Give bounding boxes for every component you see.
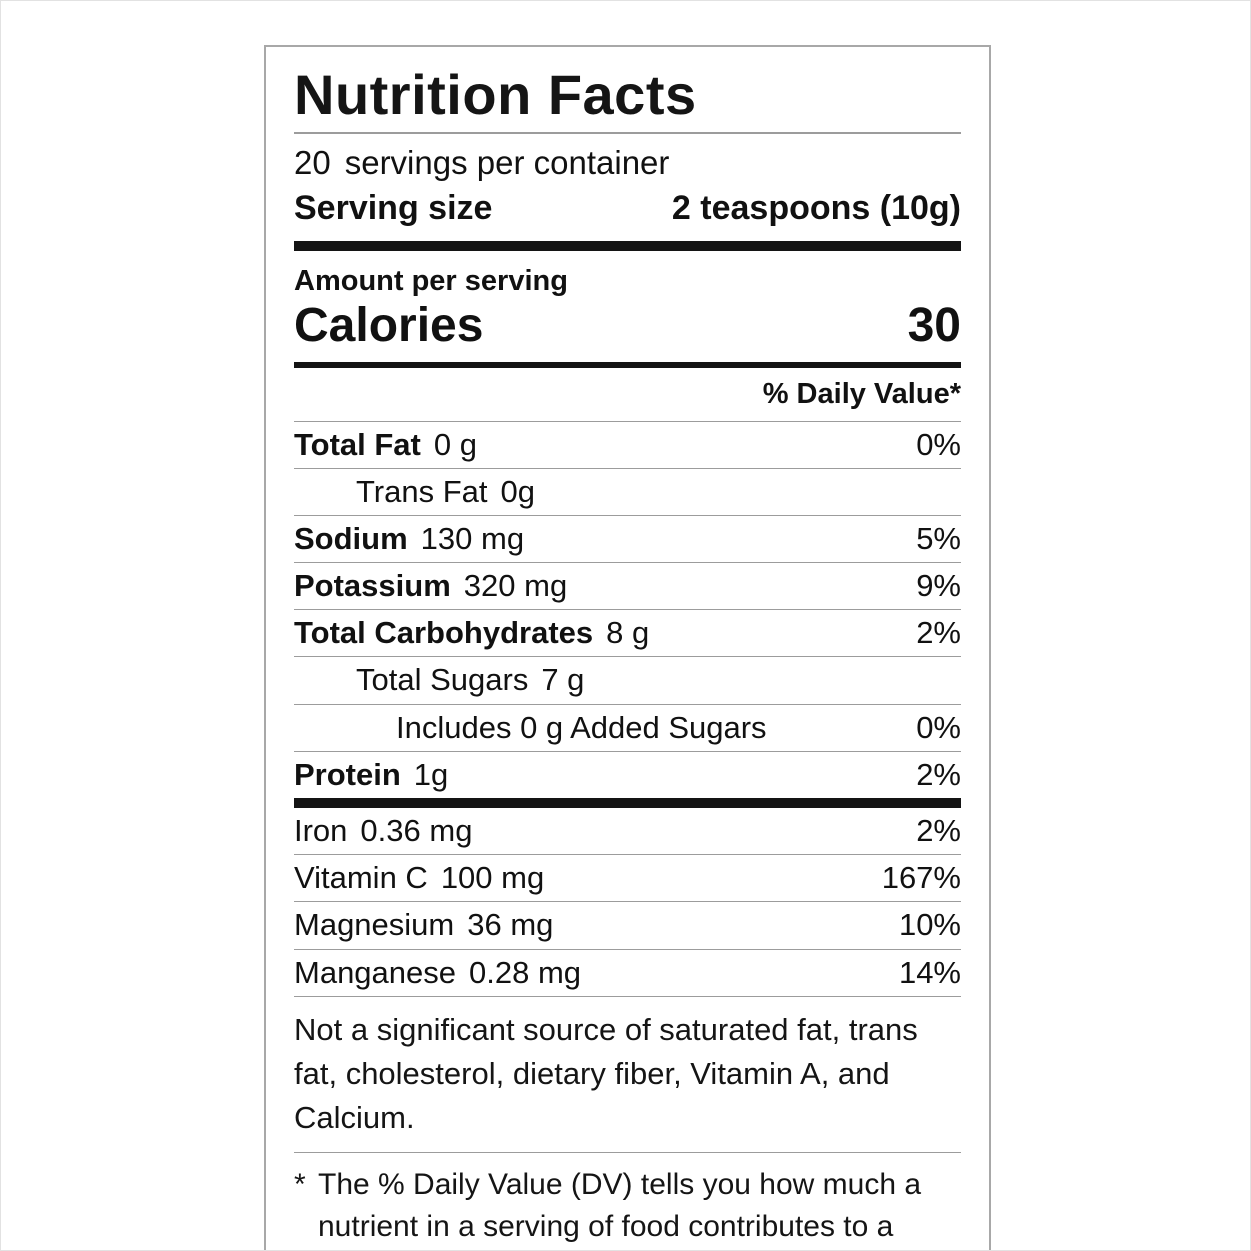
thick-divider-protein	[294, 798, 961, 809]
nutrient-dv: 10%	[898, 907, 961, 943]
thick-divider-top	[294, 241, 961, 252]
nutrient-row-total-carbohydrates: Total Carbohydrates 8 g 2%	[294, 610, 961, 658]
serving-size-row: Serving size 2 teaspoons (10g)	[294, 184, 961, 242]
nutrient-name: Total Fat	[294, 426, 421, 462]
nutrient-dv: 2%	[916, 615, 961, 651]
nutrient-amount: 0.28 mg	[469, 954, 582, 990]
daily-value-footnote: * The % Daily Value (DV) tells you how m…	[294, 1153, 961, 1250]
not-significant-note: Not a significant source of saturated fa…	[294, 997, 961, 1153]
servings-text: servings per container	[344, 144, 670, 182]
nutrient-name: Total Sugars	[356, 662, 529, 698]
nutrient-dv: 2%	[916, 756, 961, 792]
nutrient-dv: 2%	[916, 813, 961, 849]
nutrient-row-sodium: Sodium 130 mg 5%	[294, 516, 961, 564]
nutrient-row-total-sugars: Total Sugars 7 g	[294, 657, 961, 705]
nutrient-amount: 8 g	[606, 615, 650, 651]
serving-size-label: Serving size	[294, 188, 493, 227]
nutrient-name: Sodium	[294, 520, 408, 556]
micronutrient-row-iron: Iron 0.36 mg 2%	[294, 808, 961, 856]
nutrient-amount: 100 mg	[440, 860, 545, 896]
micronutrient-row-manganese: Manganese 0.28 mg 14%	[294, 950, 961, 997]
nutrient-dv: 0%	[916, 709, 961, 745]
nutrient-amount: 36 mg	[467, 907, 554, 943]
nutrient-name: Includes 0 g Added Sugars	[396, 709, 767, 745]
footnote-text: The % Daily Value (DV) tells you how muc…	[318, 1167, 922, 1244]
footnote-marker: *	[294, 1167, 306, 1201]
nutrient-row-potassium: Potassium 320 mg 9%	[294, 563, 961, 611]
nutrient-name: Iron	[294, 813, 348, 849]
nutrient-name: Manganese	[294, 954, 457, 990]
nutrient-dv: 0%	[916, 426, 961, 462]
nutrient-amount: 320 mg	[463, 568, 568, 604]
micronutrient-row-magnesium: Magnesium 36 mg 10%	[294, 902, 961, 950]
nutrient-dv: 5%	[916, 520, 961, 556]
servings-count: 20	[294, 144, 331, 182]
nutrition-facts-label: Nutrition Facts 20 servings per container…	[264, 45, 991, 1250]
calories-label: Calories	[294, 298, 484, 352]
calories-row: Calories 30	[294, 299, 961, 362]
servings-per-container: 20 servings per container	[294, 134, 961, 183]
nutrient-dv: 14%	[898, 954, 961, 990]
amount-per-serving-label: Amount per serving	[294, 265, 568, 298]
nutrient-dv: 167%	[881, 860, 961, 896]
nutrient-amount: 0 g	[433, 426, 477, 462]
calories-value: 30	[907, 298, 961, 352]
nutrient-amount: 0g	[500, 473, 535, 509]
nutrient-amount: 0.36 mg	[360, 813, 473, 849]
medium-divider-calories	[294, 361, 961, 368]
nutrient-row-total-fat: Total Fat 0 g 0%	[294, 422, 961, 469]
nutrient-name: Magnesium	[294, 907, 455, 943]
nutrient-name: Protein	[294, 756, 401, 792]
nutrient-amount: 1g	[413, 756, 449, 792]
nutrient-name: Trans Fat	[356, 473, 488, 509]
nutrient-name: Potassium	[294, 568, 451, 604]
nutrient-name: Vitamin C	[294, 860, 428, 896]
micronutrient-row-vitamin-c: Vitamin C 100 mg 167%	[294, 855, 961, 903]
nutrient-amount: 130 mg	[420, 520, 525, 556]
nutrient-name: Total Carbohydrates	[294, 615, 594, 651]
label-title: Nutrition Facts	[294, 63, 961, 135]
nutrient-row-protein: Protein 1g 2%	[294, 752, 961, 798]
serving-size-value: 2 teaspoons (10g)	[671, 188, 961, 227]
nutrient-row-added-sugars: Includes 0 g Added Sugars 0%	[294, 705, 961, 752]
nutrient-dv: 9%	[916, 568, 961, 604]
nutrient-row-trans-fat: Trans Fat 0g	[294, 469, 961, 516]
nutrient-amount: 7 g	[541, 662, 585, 698]
daily-value-header: % Daily Value*	[294, 368, 961, 422]
